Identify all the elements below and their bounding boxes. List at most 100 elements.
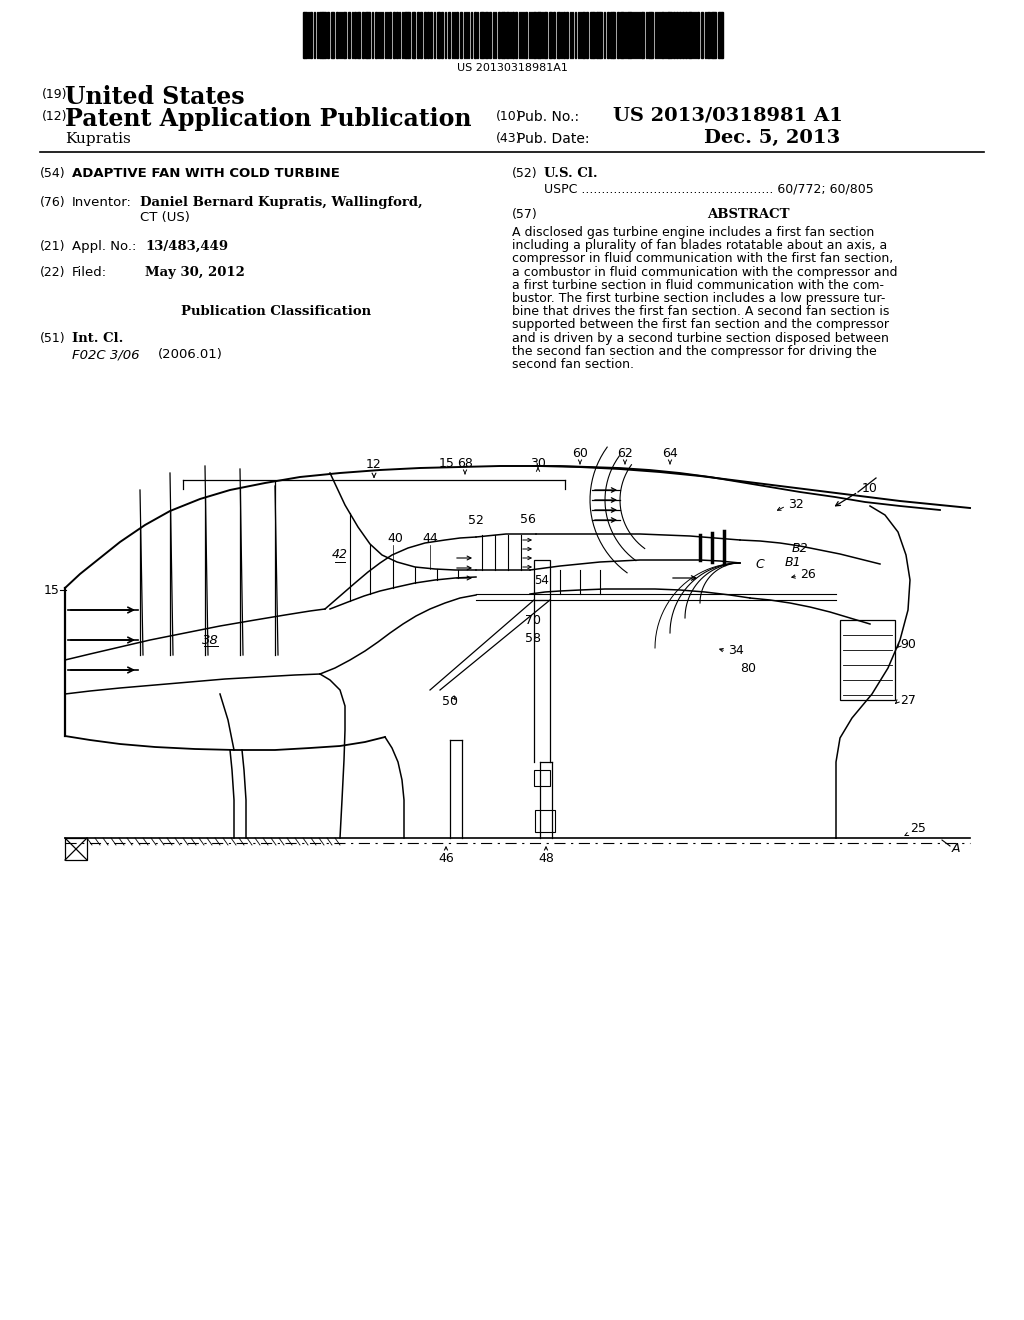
Text: ADAPTIVE FAN WITH COLD TURBINE: ADAPTIVE FAN WITH COLD TURBINE [72,168,340,180]
Bar [593,12,595,58]
Text: Inventor:: Inventor: [72,195,132,209]
Bar [354,12,356,58]
Text: (51): (51) [40,333,66,345]
Bar [389,12,391,58]
Text: 26: 26 [800,569,816,582]
Bar [357,12,359,58]
Text: 32: 32 [788,499,804,511]
Text: (12): (12) [42,110,68,123]
Bar [613,12,615,58]
Text: US 20130318981A1: US 20130318981A1 [457,63,567,73]
Bar [506,12,509,58]
Text: 58: 58 [525,631,541,644]
Bar [676,12,678,58]
Bar [501,12,504,58]
Bar [310,12,312,58]
Bar [600,12,602,58]
Text: 10: 10 [862,482,878,495]
Bar [430,12,432,58]
Bar [544,12,547,58]
Text: 90: 90 [900,639,915,652]
Bar [550,12,552,58]
Text: (52): (52) [512,168,538,180]
Bar [690,12,692,58]
Text: (54): (54) [40,168,66,180]
Bar [441,12,443,58]
Text: C: C [755,558,764,572]
Bar [427,12,429,58]
Text: 64: 64 [663,447,678,459]
Text: B1: B1 [785,557,802,569]
Text: (43): (43) [496,132,521,145]
Text: 46: 46 [438,851,454,865]
Text: the second fan section and the compressor for driving the: the second fan section and the compresso… [512,345,877,358]
Bar [449,12,450,58]
Text: (76): (76) [40,195,66,209]
Bar [688,12,690,58]
Bar [582,12,585,58]
Text: F02C 3/06: F02C 3/06 [72,348,139,360]
Bar [408,12,410,58]
Bar [304,12,307,58]
Bar [327,12,329,58]
Bar [534,12,536,58]
Text: Dec. 5, 2013: Dec. 5, 2013 [705,129,841,147]
Text: second fan section.: second fan section. [512,358,634,371]
Bar [65,838,87,861]
Text: Daniel Bernard Kupratis, Wallingford,: Daniel Bernard Kupratis, Wallingford, [140,195,423,209]
Bar [586,12,588,58]
Text: 48: 48 [538,851,554,865]
Bar [336,12,338,58]
Text: bine that drives the first fan section. A second fan section is: bine that drives the first fan section. … [512,305,890,318]
Bar [563,12,565,58]
Bar [630,12,632,58]
Bar [417,12,419,58]
Text: 12: 12 [367,458,382,471]
Bar [622,12,624,58]
Bar [535,810,555,832]
Text: a combustor in fluid communication with the compressor and: a combustor in fluid communication with … [512,265,897,279]
Text: bustor. The first turbine section includes a low pressure tur-: bustor. The first turbine section includ… [512,292,886,305]
Bar [840,620,895,700]
Text: May 30, 2012: May 30, 2012 [145,267,245,279]
Text: (19): (19) [42,88,68,102]
Text: 15: 15 [44,583,60,597]
Bar [648,12,651,58]
Text: Pub. Date:: Pub. Date: [517,132,590,147]
Bar [406,12,408,58]
Text: and is driven by a second turbine section disposed between: and is driven by a second turbine sectio… [512,331,889,345]
Bar [362,12,364,58]
Bar [685,12,687,58]
Text: A disclosed gas turbine engine includes a first fan section: A disclosed gas turbine engine includes … [512,226,874,239]
Bar [460,12,462,58]
Text: 42: 42 [332,549,348,561]
Bar [375,12,377,58]
Bar [557,12,560,58]
Bar [412,12,414,58]
Text: 44: 44 [422,532,438,545]
Bar [420,12,422,58]
Bar [642,12,644,58]
Text: United States: United States [65,84,245,110]
Text: compressor in fluid communication with the first fan section,: compressor in fluid communication with t… [512,252,893,265]
Bar [566,12,568,58]
Bar [525,12,527,58]
Text: 60: 60 [572,447,588,459]
Text: U.S. Cl.: U.S. Cl. [544,168,598,180]
Bar [627,12,630,58]
Text: (21): (21) [40,240,66,253]
Bar [456,12,458,58]
Bar [515,12,517,58]
Bar [610,12,613,58]
Text: 68: 68 [457,457,473,470]
Text: A: A [952,842,961,854]
Bar [365,12,367,58]
Bar [482,12,484,58]
Bar [719,12,722,58]
Text: Filed:: Filed: [72,267,108,279]
Text: 50: 50 [442,696,458,708]
Text: 34: 34 [728,644,743,656]
Text: 62: 62 [617,447,633,459]
Text: USPC ................................................ 60/772; 60/805: USPC ...................................… [544,182,873,195]
Bar [707,12,710,58]
